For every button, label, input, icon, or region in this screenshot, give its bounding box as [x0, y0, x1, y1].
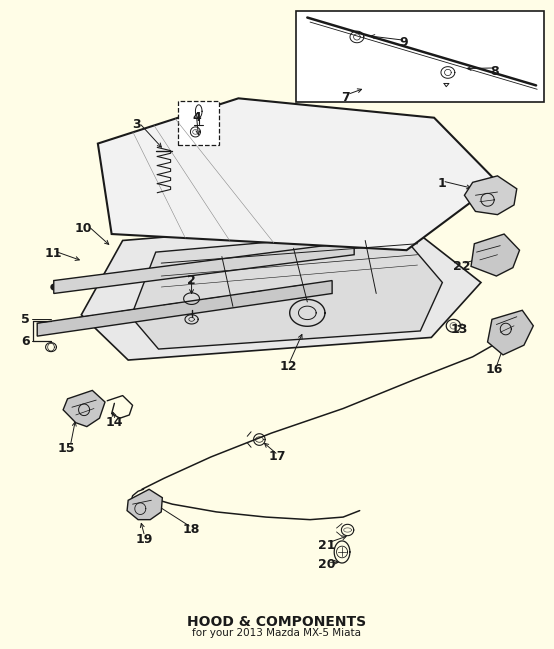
Text: 3: 3: [132, 117, 141, 130]
Text: 18: 18: [183, 524, 200, 537]
Polygon shape: [464, 176, 517, 215]
Bar: [178, 101, 219, 145]
Bar: [296, 11, 545, 101]
Text: for your 2013 Mazda MX-5 Miata: for your 2013 Mazda MX-5 Miata: [192, 628, 362, 639]
Text: HOOD & COMPONENTS: HOOD & COMPONENTS: [187, 615, 367, 629]
Text: 21: 21: [318, 539, 335, 552]
Text: 15: 15: [58, 442, 75, 455]
Text: 5: 5: [20, 313, 29, 326]
Polygon shape: [488, 310, 534, 355]
Text: 9: 9: [399, 36, 408, 49]
Polygon shape: [131, 231, 442, 349]
Polygon shape: [63, 391, 105, 426]
Polygon shape: [54, 242, 354, 293]
Text: 20: 20: [318, 558, 335, 571]
Text: 8: 8: [490, 65, 499, 78]
Polygon shape: [127, 489, 162, 520]
Text: 4: 4: [193, 111, 202, 124]
Polygon shape: [98, 98, 497, 250]
Text: 6: 6: [21, 336, 29, 349]
Text: 19: 19: [136, 533, 153, 546]
Polygon shape: [37, 280, 332, 336]
Text: 2: 2: [187, 274, 196, 287]
Text: 16: 16: [486, 363, 504, 376]
Text: 10: 10: [74, 223, 92, 236]
Text: 12: 12: [279, 360, 297, 373]
Text: 7: 7: [341, 90, 350, 104]
Polygon shape: [471, 234, 520, 276]
Text: 22: 22: [453, 260, 470, 273]
Polygon shape: [81, 218, 481, 360]
Text: 1: 1: [438, 177, 447, 190]
Text: 17: 17: [268, 450, 286, 463]
Text: 11: 11: [45, 247, 63, 260]
Text: 14: 14: [106, 416, 123, 429]
Text: 13: 13: [450, 323, 468, 336]
